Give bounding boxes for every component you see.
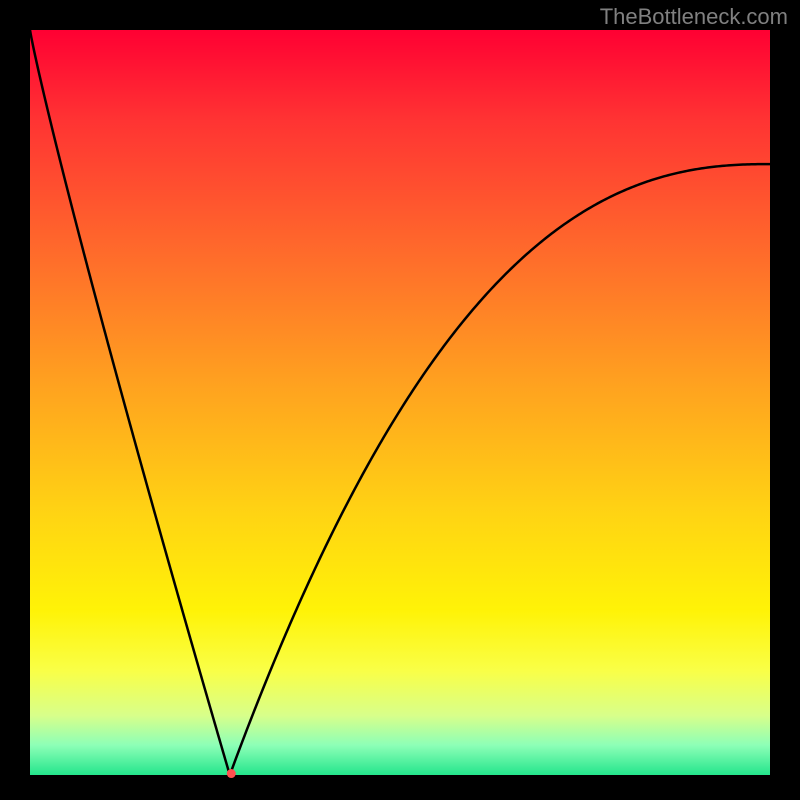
chart-background-gradient (30, 30, 770, 775)
bottleneck-chart (0, 0, 800, 800)
chart-container: TheBottleneck.com (0, 0, 800, 800)
watermark-text: TheBottleneck.com (600, 4, 788, 30)
minimum-marker (227, 769, 236, 778)
